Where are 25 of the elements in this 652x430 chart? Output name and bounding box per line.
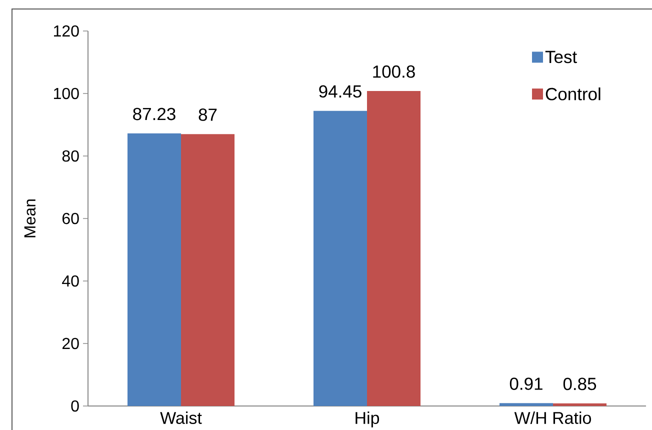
y-tick-label: 60 xyxy=(62,212,79,224)
legend-label: Control xyxy=(546,87,600,100)
bar xyxy=(367,90,421,406)
y-tick-label: 20 xyxy=(62,338,79,350)
data-label: 100.8 xyxy=(373,65,415,78)
bar xyxy=(181,134,235,406)
data-label: 94.45 xyxy=(319,85,362,98)
y-tick-label: 100 xyxy=(54,88,79,100)
bar xyxy=(499,403,554,406)
y-tick-label: 80 xyxy=(62,150,79,162)
data-label: 0.85 xyxy=(563,378,596,390)
legend-label: Test xyxy=(545,50,577,64)
bar xyxy=(553,403,607,406)
x-tick-label: Waist xyxy=(160,412,202,424)
y-tick-label: 40 xyxy=(62,275,79,287)
x-tick-label: W/H Ratio xyxy=(514,412,591,424)
data-label: 87.23 xyxy=(133,108,176,120)
y-axis-title: Mean xyxy=(24,200,36,238)
data-label: 0.91 xyxy=(510,378,542,390)
bar xyxy=(127,133,182,406)
bar xyxy=(313,110,368,406)
y-tick-label: 120 xyxy=(54,25,79,37)
y-tick-label: 0 xyxy=(71,400,79,412)
x-tick-label: Hip xyxy=(356,412,380,428)
data-label: 87 xyxy=(198,108,217,121)
